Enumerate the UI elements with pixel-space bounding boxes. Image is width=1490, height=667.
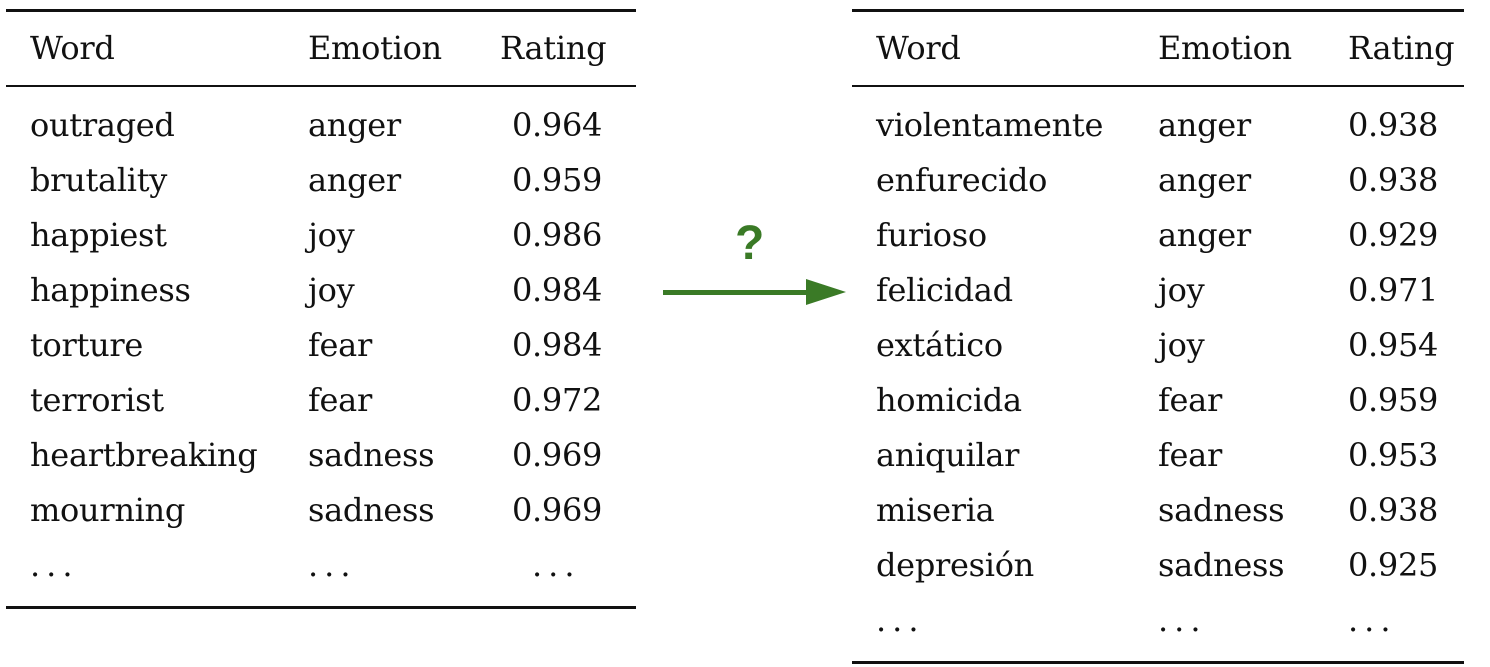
header-emotion: Emotion — [308, 29, 442, 67]
spanish-emotion-table: Word Emotion Rating violentamente anger … — [852, 9, 1464, 664]
header-rating: Rating — [1348, 29, 1455, 67]
cell-word: happiest — [30, 216, 167, 254]
cell-word: violentamente — [876, 106, 1104, 144]
cell-rating: 0.929 — [1348, 216, 1439, 254]
cell-emotion: anger — [1158, 216, 1251, 254]
cell-word: enfurecido — [876, 161, 1048, 199]
cell-emotion: fear — [308, 381, 372, 419]
cell-emotion: fear — [1158, 381, 1222, 419]
cell-ellipsis: ... — [1158, 601, 1207, 639]
cell-rating: 0.969 — [512, 491, 603, 529]
cell-word: outraged — [30, 106, 175, 144]
cell-rating: 0.954 — [1348, 326, 1439, 364]
cell-emotion: fear — [308, 326, 372, 364]
cell-word: mourning — [30, 491, 186, 529]
cell-word: heartbreaking — [30, 436, 258, 474]
arrow-head-icon — [806, 279, 846, 305]
cell-rating: 0.971 — [1348, 271, 1439, 309]
cell-emotion: joy — [308, 216, 355, 254]
cell-rating: 0.984 — [512, 326, 603, 364]
cell-ellipsis: ... — [308, 546, 357, 584]
cell-emotion: anger — [1158, 161, 1251, 199]
header-word: Word — [30, 29, 115, 67]
cell-emotion: fear — [1158, 436, 1222, 474]
cell-emotion: sadness — [1158, 546, 1285, 584]
cell-rating: 0.938 — [1348, 106, 1439, 144]
cell-word: aniquilar — [876, 436, 1020, 474]
table-header: Word Emotion Rating — [852, 12, 1464, 87]
cell-emotion: anger — [308, 106, 401, 144]
cell-rating: 0.972 — [512, 381, 603, 419]
question-mark-label: ? — [735, 217, 765, 270]
cell-emotion: anger — [1158, 106, 1251, 144]
english-emotion-table: Word Emotion Rating outraged anger 0.964… — [6, 9, 636, 609]
cell-rating: 0.964 — [512, 106, 603, 144]
cell-emotion: sadness — [308, 436, 435, 474]
cell-rating: 0.959 — [1348, 381, 1439, 419]
cell-word: brutality — [30, 161, 168, 199]
cell-rating: 0.959 — [512, 161, 603, 199]
cell-rating: 0.969 — [512, 436, 603, 474]
cell-word: miseria — [876, 491, 995, 529]
cell-rating: 0.925 — [1348, 546, 1439, 584]
cell-word: depresión — [876, 546, 1034, 584]
cell-word: extático — [876, 326, 1003, 364]
cell-rating: 0.938 — [1348, 161, 1439, 199]
cell-rating: 0.986 — [512, 216, 603, 254]
cell-emotion: joy — [1158, 326, 1205, 364]
cell-word: happiness — [30, 271, 191, 309]
cell-ellipsis: ... — [876, 601, 925, 639]
cell-word: torture — [30, 326, 144, 364]
header-rating: Rating — [500, 29, 607, 67]
cell-ellipsis: ... — [30, 546, 79, 584]
cell-rating: 0.984 — [512, 271, 603, 309]
cell-emotion: joy — [308, 271, 355, 309]
arrow-shaft — [663, 290, 809, 295]
header-word: Word — [876, 29, 961, 67]
cell-word: terrorist — [30, 381, 164, 419]
cell-ellipsis: ... — [532, 546, 581, 584]
cell-emotion: sadness — [308, 491, 435, 529]
table-header: Word Emotion Rating — [6, 12, 636, 87]
cell-emotion: joy — [1158, 271, 1205, 309]
cell-ellipsis: ... — [1348, 601, 1397, 639]
cell-word: homicida — [876, 381, 1022, 419]
cell-rating: 0.938 — [1348, 491, 1439, 529]
cell-word: felicidad — [876, 271, 1013, 309]
cell-emotion: anger — [308, 161, 401, 199]
cell-emotion: sadness — [1158, 491, 1285, 529]
cell-rating: 0.953 — [1348, 436, 1439, 474]
header-emotion: Emotion — [1158, 29, 1292, 67]
cell-word: furioso — [876, 216, 987, 254]
